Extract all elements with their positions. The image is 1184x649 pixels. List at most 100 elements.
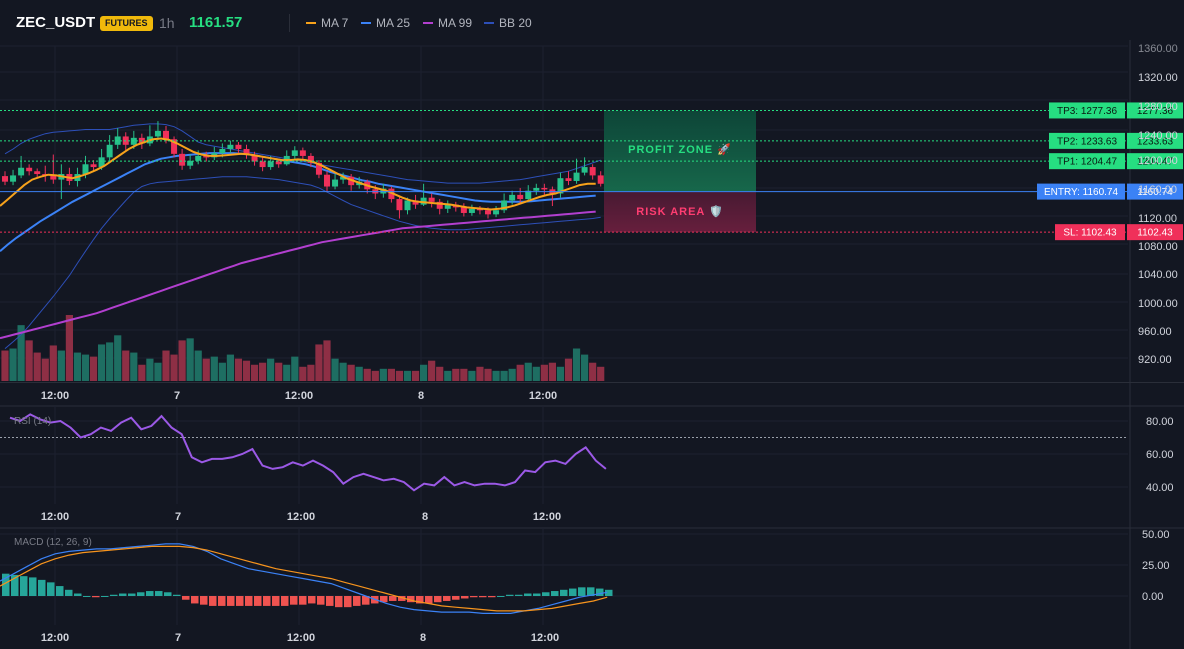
macd-histogram-bar	[452, 596, 460, 600]
volume-bar	[524, 362, 532, 381]
volume-bar	[41, 358, 49, 381]
volume-bar	[178, 340, 186, 381]
candle-body	[340, 176, 347, 180]
volume-bar	[218, 362, 226, 381]
time-tick-label: 7	[175, 632, 181, 644]
candle-body	[50, 174, 57, 180]
time-tick-label: 8	[422, 511, 428, 523]
volume-bar	[315, 344, 323, 381]
level-tag-label: TP1: 1204.47	[1057, 157, 1117, 168]
candle-body	[106, 144, 113, 158]
profit-zone-label: PROFIT ZONE 🚀	[628, 143, 732, 156]
time-tick-label: 12:00	[287, 632, 315, 644]
risk-zone	[604, 191, 756, 233]
candle-body	[485, 210, 491, 215]
macd-histogram-bar	[380, 596, 388, 603]
legend-ma7[interactable]: MA 7	[306, 16, 348, 30]
macd-histogram-bar	[479, 596, 487, 598]
legend-ma99[interactable]: MA 99	[423, 16, 472, 30]
macd-histogram-bar	[173, 594, 181, 596]
volume-bar	[154, 362, 162, 381]
macd-histogram-bar	[38, 579, 46, 596]
macd-line	[0, 543, 608, 614]
volume-bar	[516, 364, 524, 381]
candle-body	[179, 153, 186, 166]
rsi-label: RSI (14)	[14, 416, 51, 427]
macd-histogram-bar	[290, 596, 298, 605]
legend-label: MA 99	[438, 16, 473, 30]
macd-histogram-bar	[542, 592, 550, 596]
candle-body	[557, 178, 564, 194]
volume-bar	[492, 370, 500, 381]
candle-body	[187, 160, 194, 166]
candle-body	[307, 155, 314, 163]
candle-body	[251, 154, 258, 162]
symbol-name[interactable]: ZEC_USDT	[16, 14, 96, 31]
macd-signal-line	[0, 545, 608, 612]
volume-bar	[49, 345, 57, 381]
header-divider	[289, 14, 290, 32]
time-tick-label: 12:00	[531, 632, 559, 644]
macd-histogram-bar	[308, 596, 316, 604]
candle-body	[18, 167, 25, 176]
macd-histogram-bar	[83, 596, 91, 597]
candle-body	[525, 190, 532, 200]
time-tick-label: 12:00	[41, 511, 69, 523]
legend-swatch	[423, 22, 433, 24]
level-price-bg	[1127, 102, 1183, 119]
rsi-tick-label: 40.00	[1146, 482, 1174, 494]
volume-bar	[202, 358, 210, 381]
macd-histogram-bar	[74, 593, 82, 596]
ma7-line	[0, 137, 596, 211]
volume-bar	[9, 348, 17, 381]
candle-body	[396, 199, 403, 211]
candle-body	[468, 208, 475, 213]
level-price-label: 1233.63	[1137, 136, 1174, 147]
volume-bar	[460, 368, 468, 381]
volume-bar	[65, 315, 73, 381]
macd-histogram-bar	[11, 574, 19, 596]
legend-ma25[interactable]: MA 25	[361, 16, 410, 30]
price-tick-label: 1360.00	[1138, 43, 1178, 55]
volume-bar	[589, 362, 597, 381]
volume-bar	[564, 358, 573, 381]
volume-bar	[420, 364, 428, 381]
legend-bb20[interactable]: BB 20	[484, 16, 532, 30]
level-price-bg	[1127, 153, 1183, 170]
macd-histogram-bar	[209, 596, 217, 606]
volume-bar	[444, 370, 452, 381]
last-price: 1161.57	[189, 14, 243, 31]
volume-bar	[234, 358, 243, 381]
level-price-label: 1160.74	[1137, 187, 1173, 198]
level-tag-bg	[1037, 183, 1125, 200]
time-tick-label: 12:00	[285, 390, 313, 402]
candle-body	[460, 207, 467, 213]
price-tick-label: 960.00	[1138, 326, 1172, 338]
candle-body	[26, 167, 33, 172]
price-tick-label: 1080.00	[1138, 241, 1178, 253]
volume-bar	[33, 352, 41, 381]
time-tick-label: 12:00	[287, 511, 315, 523]
volume-bar	[307, 364, 315, 381]
volume-bar	[331, 358, 339, 381]
volume-bar	[162, 350, 170, 381]
volume-bar	[548, 362, 556, 381]
volume-bar	[476, 366, 484, 381]
macd-histogram-bar	[407, 596, 415, 603]
volume-bar	[597, 366, 605, 381]
bb-lower-band	[4, 176, 601, 349]
macd-histogram-bar	[317, 596, 325, 605]
macd-tick-label: 0.00	[1142, 591, 1163, 603]
legend-label: MA 25	[376, 16, 411, 30]
candle-body	[493, 210, 500, 215]
volume-bar	[170, 354, 178, 381]
volume-bar	[210, 356, 218, 381]
candle-body	[501, 200, 508, 211]
volume-bar	[130, 352, 138, 381]
candle-body	[235, 144, 242, 149]
interval-selector[interactable]: 1h	[159, 15, 175, 31]
time-tick-label: 12:00	[529, 390, 557, 402]
volume-bar	[556, 366, 565, 381]
volume-bar	[581, 354, 589, 381]
